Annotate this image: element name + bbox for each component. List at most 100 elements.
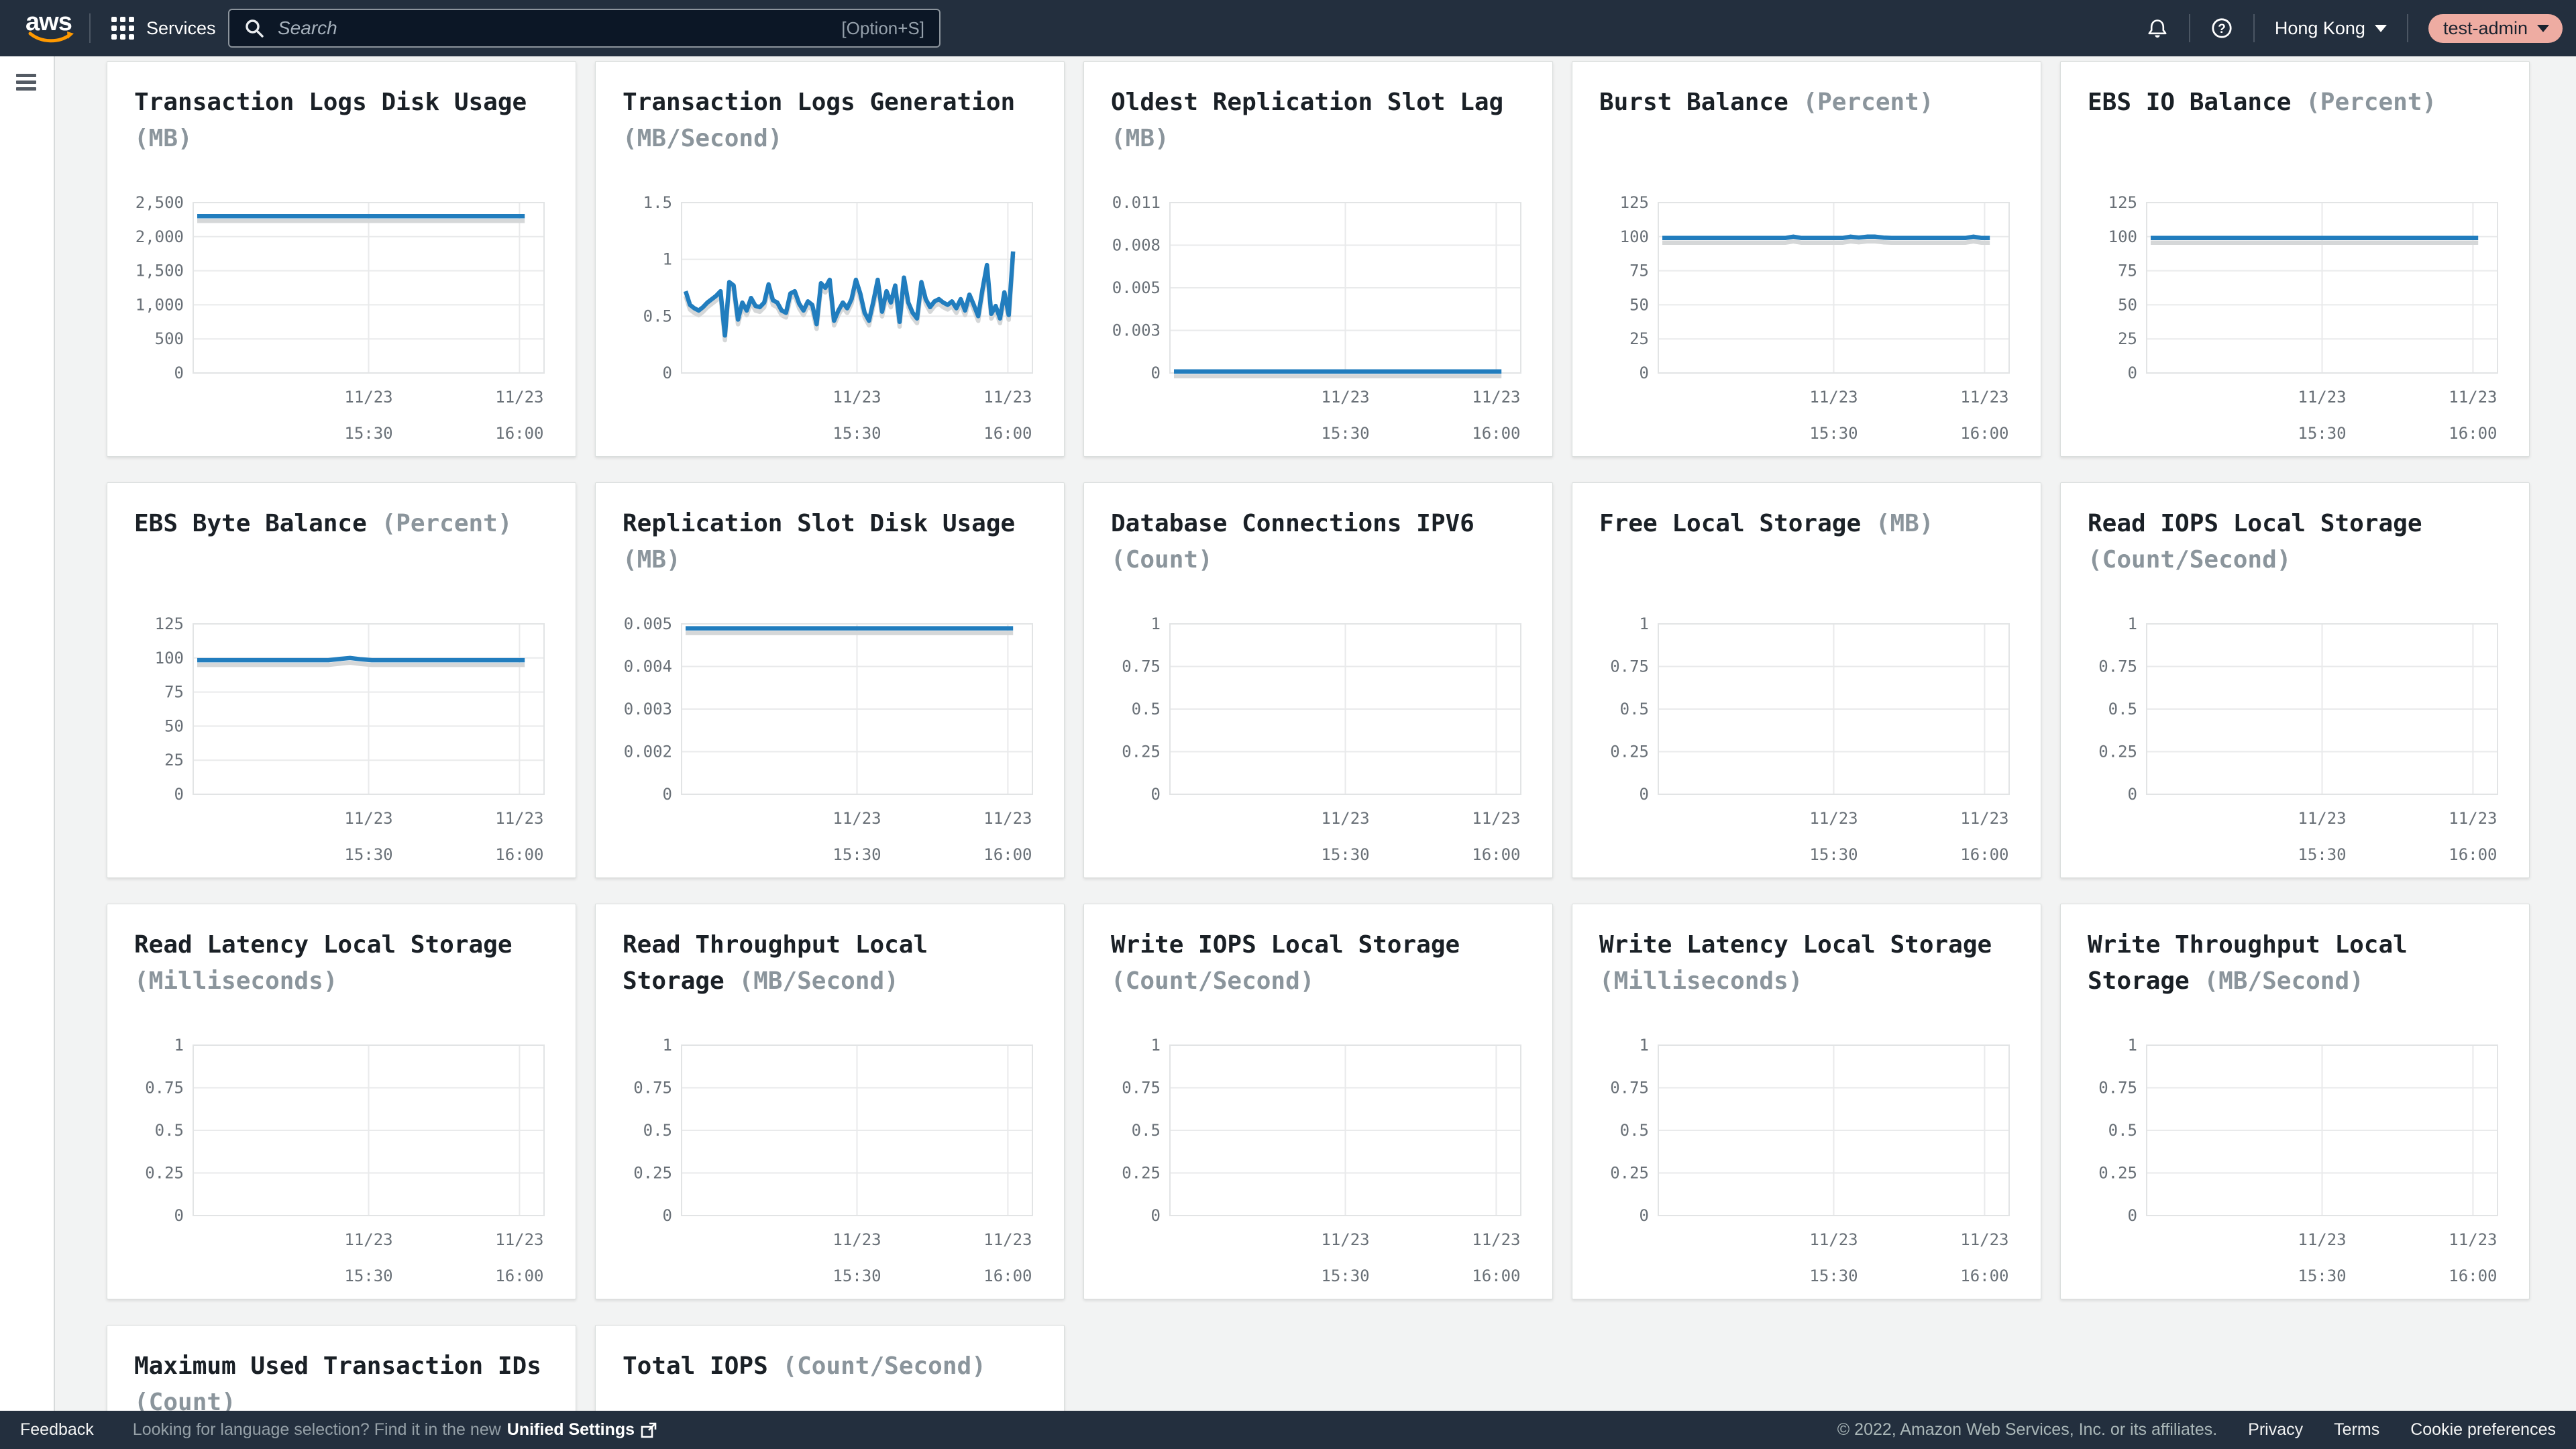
metric-card-oldest-replication-slot-lag[interactable]: Oldest Replication Slot Lag (MB) 0.011 0.0… [1083,61,1553,457]
nav-divider [89,13,91,43]
svg-text:11/23: 11/23 [983,388,1032,407]
svg-text:0.75: 0.75 [633,1079,672,1097]
svg-text:0: 0 [174,785,184,804]
cookie-preferences-link[interactable]: Cookie preferences [2410,1420,2556,1439]
metric-title: Write Throughput Local Storage (MB/Secon… [2088,927,2502,1000]
aws-logo[interactable]: aws [25,9,78,47]
svg-text:11/23: 11/23 [2449,809,2497,828]
svg-text:0.25: 0.25 [1610,743,1649,761]
svg-text:0: 0 [2128,1206,2137,1225]
svg-text:16:00: 16:00 [495,845,543,864]
svg-text:11/23: 11/23 [983,809,1032,828]
svg-text:0: 0 [1640,785,1649,804]
unified-settings-link[interactable]: Unified Settings [507,1420,657,1440]
aws-smile-icon [28,32,74,43]
metric-card-ebs-io-balance[interactable]: EBS IO Balance (Percent) 125 100 75 50 25 0 11/… [2060,61,2530,457]
metric-unit: (MB/Second) [2204,967,2364,995]
metric-card-read-iops-local-storage[interactable]: Read IOPS Local Storage (Count/Second) 1 0… [2060,482,2530,878]
svg-text:1: 1 [2128,1036,2137,1055]
metric-title: EBS Byte Balance (Percent) [134,506,549,542]
metric-card-read-throughput-local-storage[interactable]: Read Throughput Local Storage (MB/Second… [595,904,1065,1299]
svg-text:500: 500 [155,329,184,348]
svg-text:0.75: 0.75 [1610,1079,1649,1097]
svg-text:15:30: 15:30 [344,424,392,443]
svg-text:15:30: 15:30 [833,424,881,443]
metric-card-free-local-storage[interactable]: Free Local Storage (MB) 1 0.75 0.5 0.25 0 11/2… [1572,482,2041,878]
svg-text:0.25: 0.25 [1122,743,1161,761]
metric-card-transaction-logs-generation[interactable]: Transaction Logs Generation (MB/Second) 1… [595,61,1065,457]
svg-text:1,000: 1,000 [136,295,184,314]
svg-text:11/23: 11/23 [1960,1230,2008,1249]
region-selector[interactable]: Hong Kong [2275,18,2387,39]
svg-text:15:30: 15:30 [1321,424,1369,443]
search-input[interactable] [276,17,842,40]
metric-card-read-latency-local-storage[interactable]: Read Latency Local Storage (Milliseconds… [107,904,576,1299]
svg-text:75: 75 [1629,262,1649,280]
metric-card-database-connections-ipv6[interactable]: Database Connections IPV6 (Count) 1 0.75 0.… [1083,482,1553,878]
svg-text:2,000: 2,000 [136,227,184,246]
svg-text:0: 0 [663,1206,672,1225]
search-box[interactable]: [Option+S] [228,9,941,48]
svg-text:0.5: 0.5 [2108,700,2137,718]
help-icon[interactable]: ? [2210,17,2233,40]
main-content: Transaction Logs Disk Usage (MB) 2,500 2,0… [0,56,2576,1411]
svg-text:75: 75 [164,683,184,702]
metric-card-replication-slot-disk-usage[interactable]: Replication Slot Disk Usage (MB) 0.005 0.0… [595,482,1065,878]
svg-text:125: 125 [1620,193,1649,212]
svg-text:0: 0 [663,364,672,382]
svg-text:15:30: 15:30 [2298,845,2346,864]
svg-text:11/23: 11/23 [2298,388,2346,407]
svg-text:16:00: 16:00 [2449,424,2497,443]
svg-text:16:00: 16:00 [1960,845,2008,864]
search-icon [246,19,264,38]
metric-card-write-throughput-local-storage[interactable]: Write Throughput Local Storage (MB/Secon… [2060,904,2530,1299]
services-menu[interactable]: Services [146,18,216,38]
svg-text:16:00: 16:00 [1472,424,1520,443]
metric-unit: (MB) [134,125,193,152]
svg-text:0.005: 0.005 [1112,278,1161,297]
metric-name: EBS IO Balance [2088,89,2292,116]
svg-text:0.25: 0.25 [2098,743,2137,761]
metric-name: Replication Slot Disk Usage [623,510,1016,537]
account-menu[interactable]: test-admin [2428,13,2563,43]
svg-text:16:00: 16:00 [2449,1267,2497,1285]
svg-text:0: 0 [1151,1206,1161,1225]
svg-text:0.005: 0.005 [624,614,672,633]
menu-hamburger-icon[interactable] [16,74,36,94]
feedback-link[interactable]: Feedback [20,1420,94,1439]
svg-text:15:30: 15:30 [1809,424,1858,443]
svg-text:0.5: 0.5 [1132,1121,1161,1140]
services-grid-icon[interactable] [111,17,134,40]
svg-text:100: 100 [2108,227,2137,246]
svg-text:15:30: 15:30 [833,845,881,864]
svg-text:50: 50 [2118,295,2137,314]
svg-text:11/23: 11/23 [495,809,543,828]
notifications-bell-icon[interactable] [2146,17,2169,40]
svg-text:11/23: 11/23 [495,388,543,407]
metric-title: Read Latency Local Storage (Milliseconds… [134,927,549,1000]
svg-text:50: 50 [164,716,184,735]
metric-unit: (MB) [1111,125,1169,152]
metric-card-total-iops[interactable]: Total IOPS (Count/Second) [595,1325,1065,1411]
metric-chart: 1 0.75 0.5 0.25 0 11/23 15:30 11/23 16:00 [1610,614,2010,864]
metric-card-transaction-logs-disk-usage[interactable]: Transaction Logs Disk Usage (MB) 2,500 2,0… [107,61,576,457]
metric-name: Read IOPS Local Storage [2088,510,2422,537]
svg-text:75: 75 [2118,262,2137,280]
svg-text:0.25: 0.25 [145,1164,184,1183]
language-hint-text: Looking for language selection? Find it … [132,1420,501,1439]
metric-title: Transaction Logs Disk Usage (MB) [134,85,549,157]
metric-name: Oldest Replication Slot Lag [1111,89,1504,116]
metric-unit: (Count/Second) [2088,546,2292,574]
metric-card-maximum-used-transaction-ids[interactable]: Maximum Used Transaction IDs (Count) [107,1325,576,1411]
metric-chart: 1 0.75 0.5 0.25 0 11/23 15:30 11/23 16:00 [145,1036,545,1285]
metric-card-write-latency-local-storage[interactable]: Write Latency Local Storage (Millisecond… [1572,904,2041,1299]
metric-card-burst-balance[interactable]: Burst Balance (Percent) 125 100 75 50 25 0 11/2… [1572,61,2041,457]
metric-unit: (MB/Second) [623,125,783,152]
metric-card-write-iops-local-storage[interactable]: Write IOPS Local Storage (Count/Second) 1… [1083,904,1553,1299]
privacy-link[interactable]: Privacy [2248,1420,2304,1439]
terms-link[interactable]: Terms [2334,1420,2380,1439]
svg-text:16:00: 16:00 [983,845,1032,864]
svg-text:0.5: 0.5 [2108,1121,2137,1140]
metric-title: Read Throughput Local Storage (MB/Second… [623,927,1037,1000]
metric-card-ebs-byte-balance[interactable]: EBS Byte Balance (Percent) 125 100 75 50 25 0 1… [107,482,576,878]
